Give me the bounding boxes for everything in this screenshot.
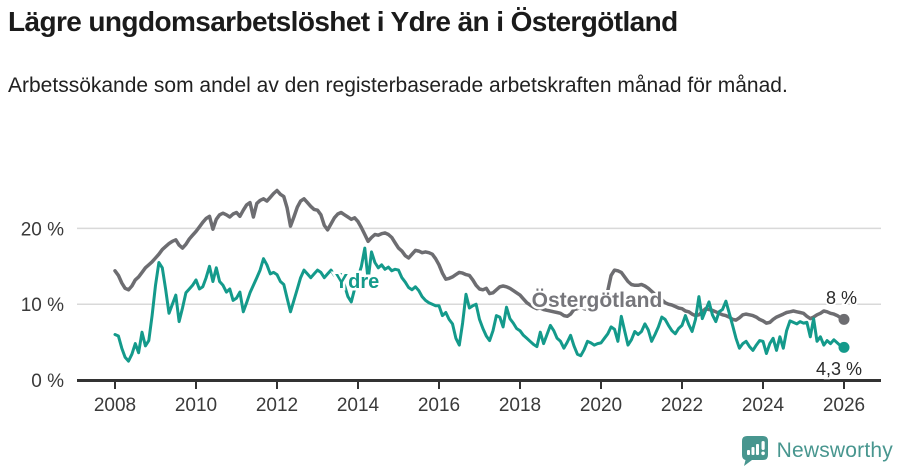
newsworthy-icon xyxy=(741,436,768,466)
end-label-ostergotland: 8 % xyxy=(826,288,857,308)
endpoint-ydre xyxy=(838,341,850,353)
x-tick-label: 2018 xyxy=(499,395,541,416)
series-label-ostergotland: Östergötland xyxy=(532,289,663,312)
x-ticks xyxy=(114,380,845,389)
page-title: Lägre ungdomsarbetslöshet i Ydre än i Ös… xyxy=(8,6,678,37)
x-tick-label: 2016 xyxy=(418,395,460,416)
brand-name: Newsworthy xyxy=(776,439,893,462)
x-tick-label: 2014 xyxy=(337,395,380,416)
end-label-ydre: 4,3 % xyxy=(816,359,862,379)
x-tick-label: 2022 xyxy=(661,395,703,416)
x-tick-label: 2024 xyxy=(742,395,785,416)
series-label-ydre: Ydre xyxy=(335,271,379,293)
endpoint-ostergotland xyxy=(838,313,850,325)
gridlines xyxy=(77,227,881,305)
x-tick-label: 2012 xyxy=(256,395,298,416)
page-subtitle: Arbetssökande som andel av den registerb… xyxy=(8,74,788,97)
brand-logo[interactable]: Newsworthy xyxy=(741,436,893,466)
x-tick-labels: 2008 2010 2012 2014 2016 2018 2020 2022 2024 2026 xyxy=(94,395,865,416)
x-tick-label: 2020 xyxy=(580,395,622,416)
y-tick-label: 10 % xyxy=(21,295,64,316)
x-tick-label: 2008 xyxy=(94,395,136,416)
x-tick-label: 2010 xyxy=(175,395,217,416)
y-tick-labels: 0 % 10 % 20 % xyxy=(21,219,64,392)
line-ostergotland xyxy=(113,188,846,325)
x-tick-label: 2026 xyxy=(823,395,865,416)
y-tick-label: 20 % xyxy=(21,219,64,240)
line-ydre xyxy=(113,246,846,363)
y-tick-label: 0 % xyxy=(31,371,64,392)
